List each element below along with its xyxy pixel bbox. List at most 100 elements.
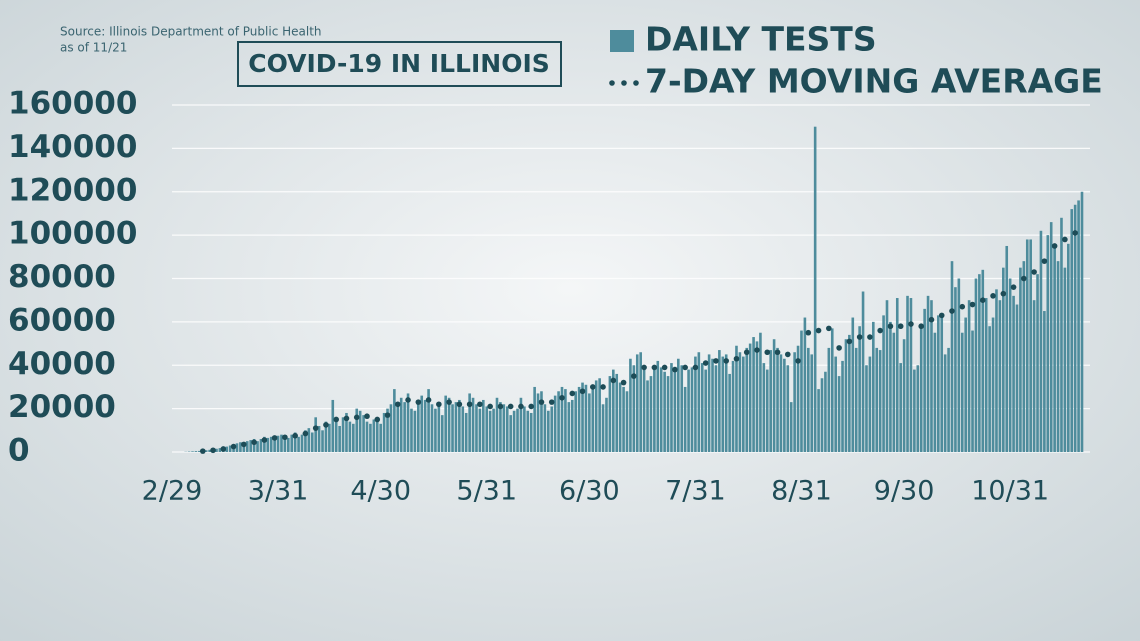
bar <box>338 425 341 452</box>
bar <box>434 408 437 452</box>
average-dot <box>548 399 555 405</box>
average-dot <box>230 443 237 450</box>
bar <box>341 417 345 452</box>
bar <box>748 343 752 452</box>
bar <box>1025 239 1029 452</box>
legend-swatch <box>610 30 634 52</box>
bar <box>235 443 239 452</box>
bar <box>543 404 547 452</box>
average-dot <box>241 441 247 448</box>
bar <box>194 451 198 452</box>
average-dot <box>795 358 801 364</box>
bar <box>663 371 666 452</box>
bar <box>659 367 663 452</box>
bar <box>269 436 273 452</box>
average-dot <box>713 358 719 364</box>
average-dot <box>631 373 637 379</box>
bar <box>290 434 294 452</box>
average-dot <box>538 399 545 405</box>
average-dot <box>877 327 883 334</box>
average-dot <box>702 360 709 366</box>
bar <box>964 317 967 452</box>
bar <box>728 373 731 452</box>
bar <box>440 415 444 452</box>
bar <box>358 410 362 452</box>
bar <box>399 397 403 452</box>
x-tick-label: 3/31 <box>248 476 309 507</box>
bar <box>218 448 222 452</box>
bar <box>878 350 882 452</box>
bar <box>447 397 451 452</box>
bar <box>492 408 495 452</box>
bar <box>427 389 430 452</box>
y-tick-label: 60000 <box>8 302 116 338</box>
bar <box>718 350 721 452</box>
average-dot <box>518 403 524 410</box>
average-dot <box>302 430 309 437</box>
bar <box>738 352 742 452</box>
chart-title: COVID-19 IN ILLINOIS <box>248 49 550 78</box>
bar <box>1022 261 1026 452</box>
bar <box>204 450 208 452</box>
bar <box>824 371 827 452</box>
average-dot <box>969 301 976 308</box>
average-dot <box>312 425 319 431</box>
average-dot <box>774 349 781 356</box>
bar <box>697 352 701 452</box>
average-dot <box>990 293 996 299</box>
bar <box>382 412 386 452</box>
bar <box>707 354 711 452</box>
bar <box>960 332 964 452</box>
bar <box>1036 274 1039 452</box>
bar <box>1005 245 1009 452</box>
bar <box>345 412 348 452</box>
bar <box>348 421 352 452</box>
bar <box>509 415 512 452</box>
bar <box>752 337 755 452</box>
bar <box>793 352 796 452</box>
average-dot <box>466 401 473 408</box>
bar <box>499 402 502 452</box>
bar <box>437 406 441 452</box>
bar <box>259 438 263 452</box>
bar <box>266 437 270 452</box>
bar <box>594 380 598 452</box>
bar <box>239 442 242 452</box>
average-dot <box>425 397 432 403</box>
bar <box>618 382 622 452</box>
bar <box>605 397 608 452</box>
bar <box>1008 278 1012 452</box>
average-dot <box>569 390 576 397</box>
average-dot <box>661 364 668 371</box>
average-dot <box>333 416 340 423</box>
bar <box>680 365 684 452</box>
bar <box>334 419 338 452</box>
bar <box>899 363 902 452</box>
average-dot <box>271 435 278 441</box>
average-dot <box>1031 269 1037 275</box>
average-dot <box>846 338 853 345</box>
bar <box>813 126 817 452</box>
bar <box>714 365 718 452</box>
bar <box>769 350 772 452</box>
bar <box>704 369 707 452</box>
x-tick-label: 10/31 <box>971 476 1049 507</box>
bar <box>1070 209 1074 452</box>
bar <box>471 397 475 452</box>
average-dot <box>436 401 442 408</box>
bar <box>198 450 201 452</box>
bar <box>800 330 803 452</box>
bar <box>807 347 810 452</box>
bar <box>930 300 933 452</box>
bar <box>444 395 447 452</box>
average-dot <box>1041 258 1048 264</box>
bar <box>937 315 940 452</box>
legend-label: DAILY TESTS <box>645 20 877 59</box>
average-dot <box>1051 243 1058 249</box>
average-dot <box>507 403 514 410</box>
legend-label: 7-DAY MOVING AVERAGE <box>645 62 1103 101</box>
y-tick-label: 40000 <box>8 346 116 382</box>
bar <box>834 356 837 452</box>
